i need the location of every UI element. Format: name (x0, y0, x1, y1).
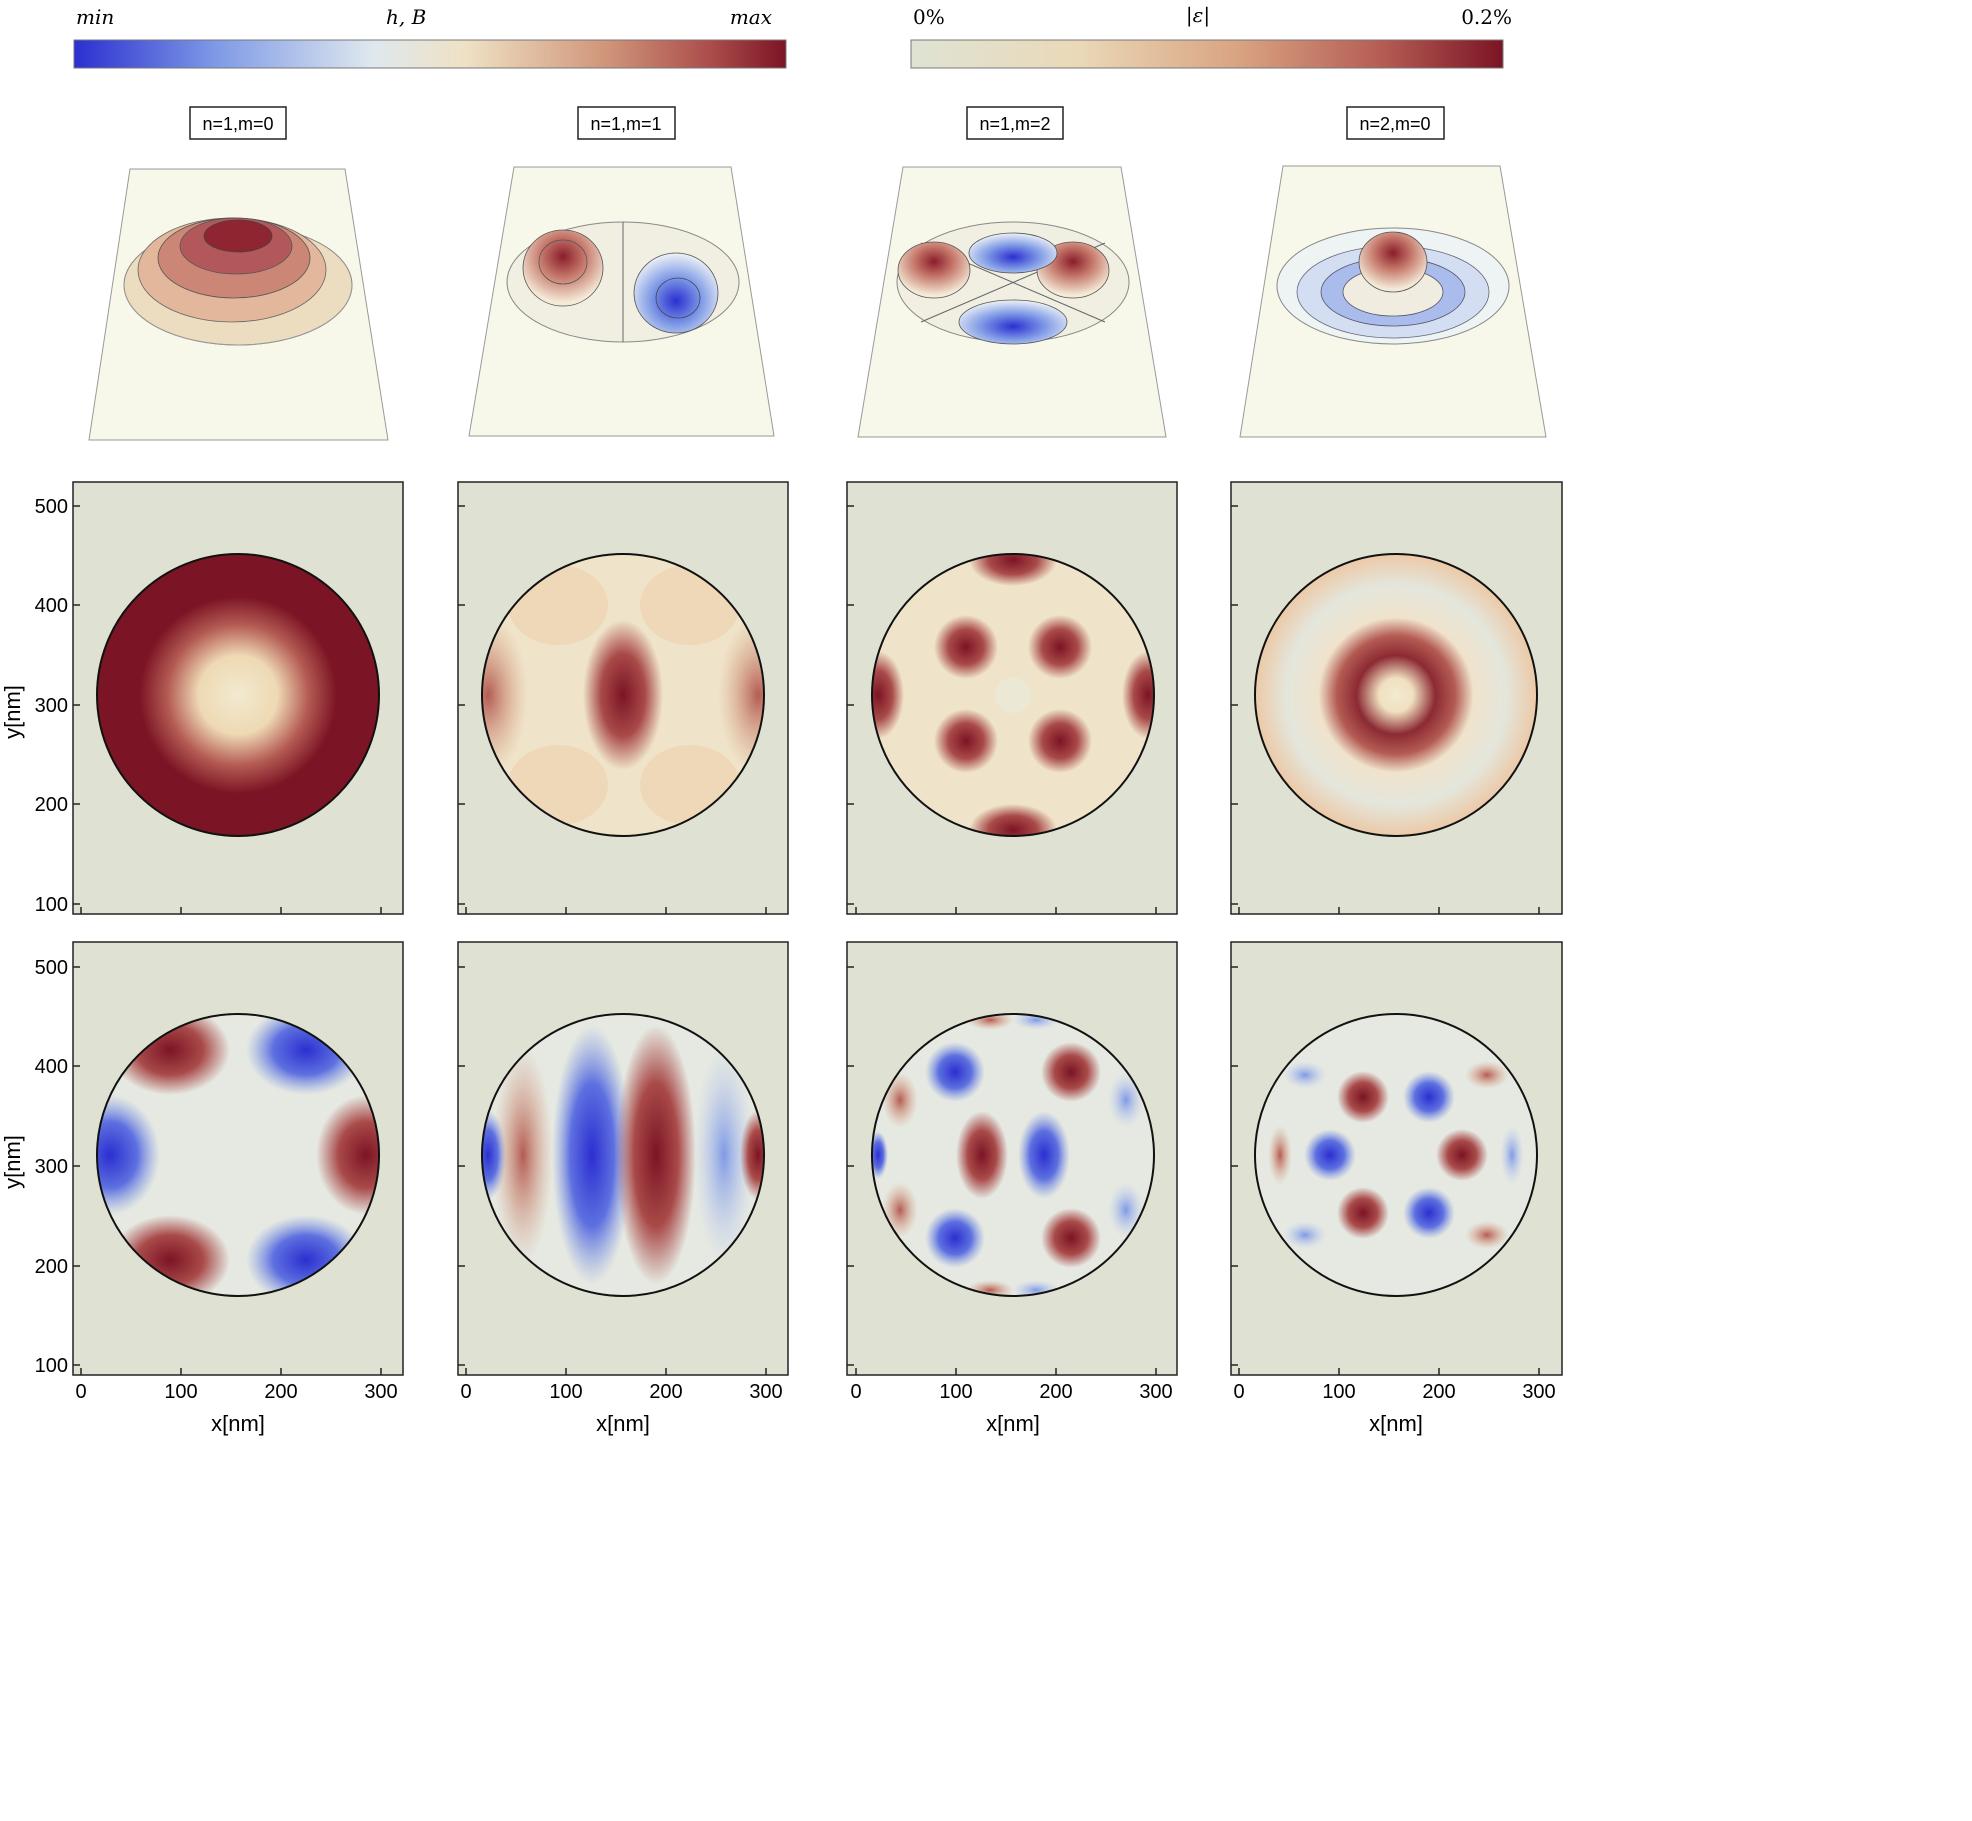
y-tick-label: 500 (35, 496, 68, 518)
field-map-1 (72, 941, 404, 1376)
mode-label-1: n=1,m=0 (189, 106, 287, 140)
x-tick-label: 300 (364, 1381, 397, 1403)
y-tick-label: 200 (35, 794, 68, 816)
surface-plot-1 (88, 168, 389, 441)
field-map-4 (1230, 941, 1563, 1376)
y-tick-label: 200 (35, 1256, 68, 1278)
surface-plot-3 (857, 166, 1167, 438)
field-map-2 (457, 941, 789, 1376)
y-tick-label: 100 (35, 1355, 68, 1377)
x-tick-label: 100 (939, 1381, 972, 1403)
colorbar-left-max-label: max (730, 5, 772, 29)
y-tick-label: 300 (35, 1156, 68, 1178)
x-tick-label: 0 (1233, 1381, 1244, 1403)
x-tick-label: 0 (75, 1381, 86, 1403)
x-tick-label: 100 (549, 1381, 582, 1403)
x-tick-marks (80, 907, 1540, 1375)
x-tick-label: 0 (850, 1381, 861, 1403)
x-tick-label: 200 (1422, 1381, 1455, 1403)
y-tick-label: 400 (35, 1056, 68, 1078)
colorbar-left: min h, B max (73, 5, 787, 69)
strain-map-4 (1230, 481, 1563, 915)
mode-label-2-text: n=1,m=1 (590, 114, 661, 134)
y-axis-label-row-3: y[nm] (0, 1135, 25, 1189)
colorbar-left-gradient (73, 39, 787, 69)
y-tick-marks (73, 505, 1238, 1366)
colorbar-right-max-label: 0.2% (1461, 5, 1512, 29)
colorbar-right-gradient (910, 39, 1504, 69)
field-map-3 (846, 941, 1178, 1376)
colorbar-left-min-label: min (76, 5, 114, 29)
strain-map-2 (457, 481, 789, 915)
x-tick-label: 300 (749, 1381, 782, 1403)
strain-map-1 (72, 481, 404, 915)
x-tick-label: 300 (1139, 1381, 1172, 1403)
x-axis-label: x[nm] (986, 1411, 1040, 1436)
y-axis-row-2: 500 400 300 200 100 (35, 496, 68, 916)
x-axis-labels: 0 100 200 300 0 100 200 300 0 100 200 30… (75, 1381, 1555, 1403)
x-axis-titles: x[nm] x[nm] x[nm] x[nm] (211, 1411, 1423, 1436)
mode-label-4-text: n=2,m=0 (1359, 114, 1430, 134)
x-tick-label: 0 (460, 1381, 471, 1403)
x-tick-label: 200 (264, 1381, 297, 1403)
colorbar-left-title: h, B (386, 5, 426, 29)
x-tick-label: 200 (649, 1381, 682, 1403)
colorbar-right: 0% |ε| 0.2% (910, 3, 1512, 69)
mode-label-2: n=1,m=1 (577, 106, 676, 140)
mode-label-3-text: n=1,m=2 (979, 114, 1050, 134)
strain-map-3 (846, 481, 1178, 915)
y-tick-label: 500 (35, 957, 68, 979)
mode-label-1-text: n=1,m=0 (202, 114, 273, 134)
x-axis-label: x[nm] (596, 1411, 650, 1436)
x-axis-label: x[nm] (211, 1411, 265, 1436)
colorbar-right-title: |ε| (1186, 3, 1210, 28)
mode-label-4: n=2,m=0 (1346, 106, 1445, 140)
surface-plot-4 (1239, 165, 1547, 438)
x-tick-label: 100 (164, 1381, 197, 1403)
y-axis-row-3: 500 400 300 200 100 (35, 957, 68, 1377)
x-axis-label: x[nm] (1369, 1411, 1423, 1436)
mode-label-3: n=1,m=2 (966, 106, 1064, 140)
y-tick-label: 100 (35, 894, 68, 916)
y-axis-label-row-2: y[nm] (0, 685, 25, 739)
surface-plot-2 (468, 166, 775, 437)
y-tick-label: 300 (35, 695, 68, 717)
x-tick-label: 200 (1039, 1381, 1072, 1403)
x-tick-label: 100 (1322, 1381, 1355, 1403)
x-tick-label: 300 (1522, 1381, 1555, 1403)
colorbar-right-min-label: 0% (913, 5, 945, 29)
y-tick-label: 400 (35, 595, 68, 617)
